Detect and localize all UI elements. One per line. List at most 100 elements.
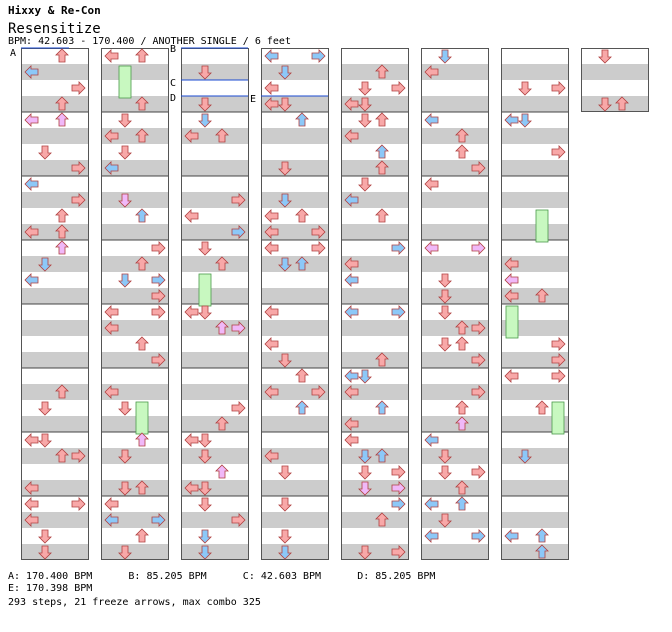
beat-stripe [101, 352, 169, 368]
step-arrow [455, 496, 469, 511]
beat-stripe [101, 448, 169, 464]
freeze-arrow [505, 305, 519, 339]
beat-stripe [501, 288, 569, 304]
step-arrow [231, 321, 246, 335]
step-arrow [375, 352, 389, 367]
beat-stripe [101, 512, 169, 528]
step-arrow [135, 528, 149, 543]
step-arrow [535, 288, 549, 303]
step-arrow [118, 193, 132, 208]
step-arrow [38, 545, 52, 560]
step-arrow [118, 401, 132, 416]
beat-stripe [21, 160, 89, 176]
step-arrow [104, 49, 119, 63]
step-arrow [438, 49, 452, 64]
step-arrow [264, 449, 279, 463]
step-arrow [264, 385, 279, 399]
beat-stripe [341, 544, 409, 560]
step-arrow [535, 544, 549, 559]
beat-stripe [101, 416, 169, 432]
step-arrow [198, 65, 212, 80]
step-arrow [71, 497, 86, 511]
step-arrow [504, 273, 519, 287]
step-arrow [118, 545, 132, 560]
step-arrow [438, 449, 452, 464]
step-arrow [264, 241, 279, 255]
step-arrow [391, 481, 406, 495]
step-arrow [104, 305, 119, 319]
column-frame [261, 48, 329, 560]
beat-stripe [21, 480, 89, 496]
step-arrow [455, 400, 469, 415]
bpm-marker-label: E [250, 94, 256, 105]
step-arrow [504, 113, 519, 127]
step-arrow [71, 81, 86, 95]
beat-stripe [341, 384, 409, 400]
step-arrow [551, 145, 566, 159]
step-arrow [135, 480, 149, 495]
step-arrow [375, 64, 389, 79]
step-arrow [278, 545, 292, 560]
step-arrow [424, 177, 439, 191]
step-arrow [391, 305, 406, 319]
step-arrow [455, 144, 469, 159]
beat-stripe [421, 256, 489, 272]
step-arrow [198, 305, 212, 320]
beat-stripe [421, 448, 489, 464]
step-arrow [424, 65, 439, 79]
beat-stripe [101, 160, 169, 176]
step-arrow [358, 177, 372, 192]
beat-stripe [421, 352, 489, 368]
step-arrow [264, 337, 279, 351]
step-chart: A B CD E [10, 44, 649, 560]
step-arrow [264, 49, 279, 63]
beat-stripe [421, 128, 489, 144]
beat-stripe [21, 128, 89, 144]
step-arrow [344, 385, 359, 399]
beat-stripe [581, 96, 649, 112]
beat-stripe [181, 320, 249, 336]
step-arrow [344, 129, 359, 143]
beat-stripe [421, 320, 489, 336]
step-arrow [135, 432, 149, 447]
step-arrow [198, 449, 212, 464]
step-arrow [104, 385, 119, 399]
beat-stripe [341, 512, 409, 528]
beat-stripe [501, 480, 569, 496]
beat-stripe [341, 224, 409, 240]
step-arrow [504, 529, 519, 543]
beat-stripe [421, 480, 489, 496]
step-arrow [231, 513, 246, 527]
step-arrow [198, 97, 212, 112]
beat-stripe [181, 160, 249, 176]
beat-stripe [581, 64, 649, 80]
step-arrow [344, 273, 359, 287]
beat-stripe [21, 320, 89, 336]
step-arrow [55, 224, 69, 239]
step-arrow [375, 144, 389, 159]
step-arrow [438, 513, 452, 528]
step-arrow [24, 481, 39, 495]
beat-stripe [341, 352, 409, 368]
step-arrow [24, 497, 39, 511]
bpm-marker-label: C [170, 78, 176, 89]
step-arrow [518, 81, 532, 96]
step-arrow [455, 128, 469, 143]
freeze-arrow [198, 273, 212, 307]
step-arrow [471, 161, 486, 175]
step-arrow [198, 545, 212, 560]
step-arrow [391, 465, 406, 479]
beat-stripe [101, 320, 169, 336]
step-arrow [264, 81, 279, 95]
step-arrow [184, 481, 199, 495]
step-arrow [278, 97, 292, 112]
beat-stripe [261, 416, 329, 432]
bpm-marker-label: A [10, 48, 16, 59]
step-arrow [471, 241, 486, 255]
beat-stripe [21, 64, 89, 80]
beat-stripe [101, 288, 169, 304]
step-arrow [358, 481, 372, 496]
step-arrow [55, 112, 69, 127]
beat-stripe [501, 448, 569, 464]
step-arrow [264, 305, 279, 319]
